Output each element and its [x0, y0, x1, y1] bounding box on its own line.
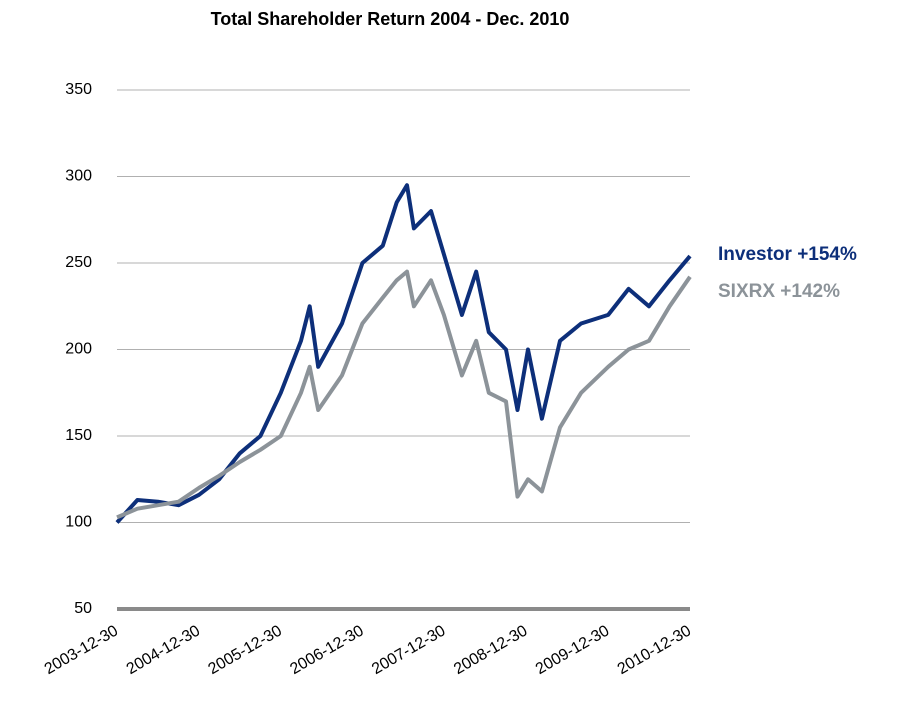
x-tick-label: 2006-12-30: [287, 622, 366, 678]
y-tick-label: 250: [65, 254, 92, 271]
x-tick-label: 2007-12-30: [369, 622, 448, 678]
x-tick-label: 2010-12-30: [615, 622, 694, 678]
x-tick-label: 2009-12-30: [533, 622, 612, 678]
chart-title: Total Shareholder Return 2004 - Dec. 201…: [211, 9, 570, 29]
y-tick-label: 350: [65, 81, 92, 98]
x-tick-label: 2008-12-30: [451, 622, 530, 678]
legend-label: Investor +154%: [718, 244, 857, 265]
y-tick-label: 150: [65, 427, 92, 444]
x-tick-label: 2003-12-30: [42, 622, 121, 678]
series-line: [115, 183, 692, 524]
y-tick-label: 200: [65, 341, 92, 358]
y-tick-label: 50: [74, 600, 92, 617]
legend-label: SIXRX +142%: [718, 281, 840, 302]
y-tick-label: 100: [65, 514, 92, 531]
series-line: [116, 269, 692, 520]
x-tick-label: 2005-12-30: [206, 622, 285, 678]
y-tick-label: 300: [65, 168, 92, 185]
x-tick-label: 2004-12-30: [124, 622, 203, 678]
